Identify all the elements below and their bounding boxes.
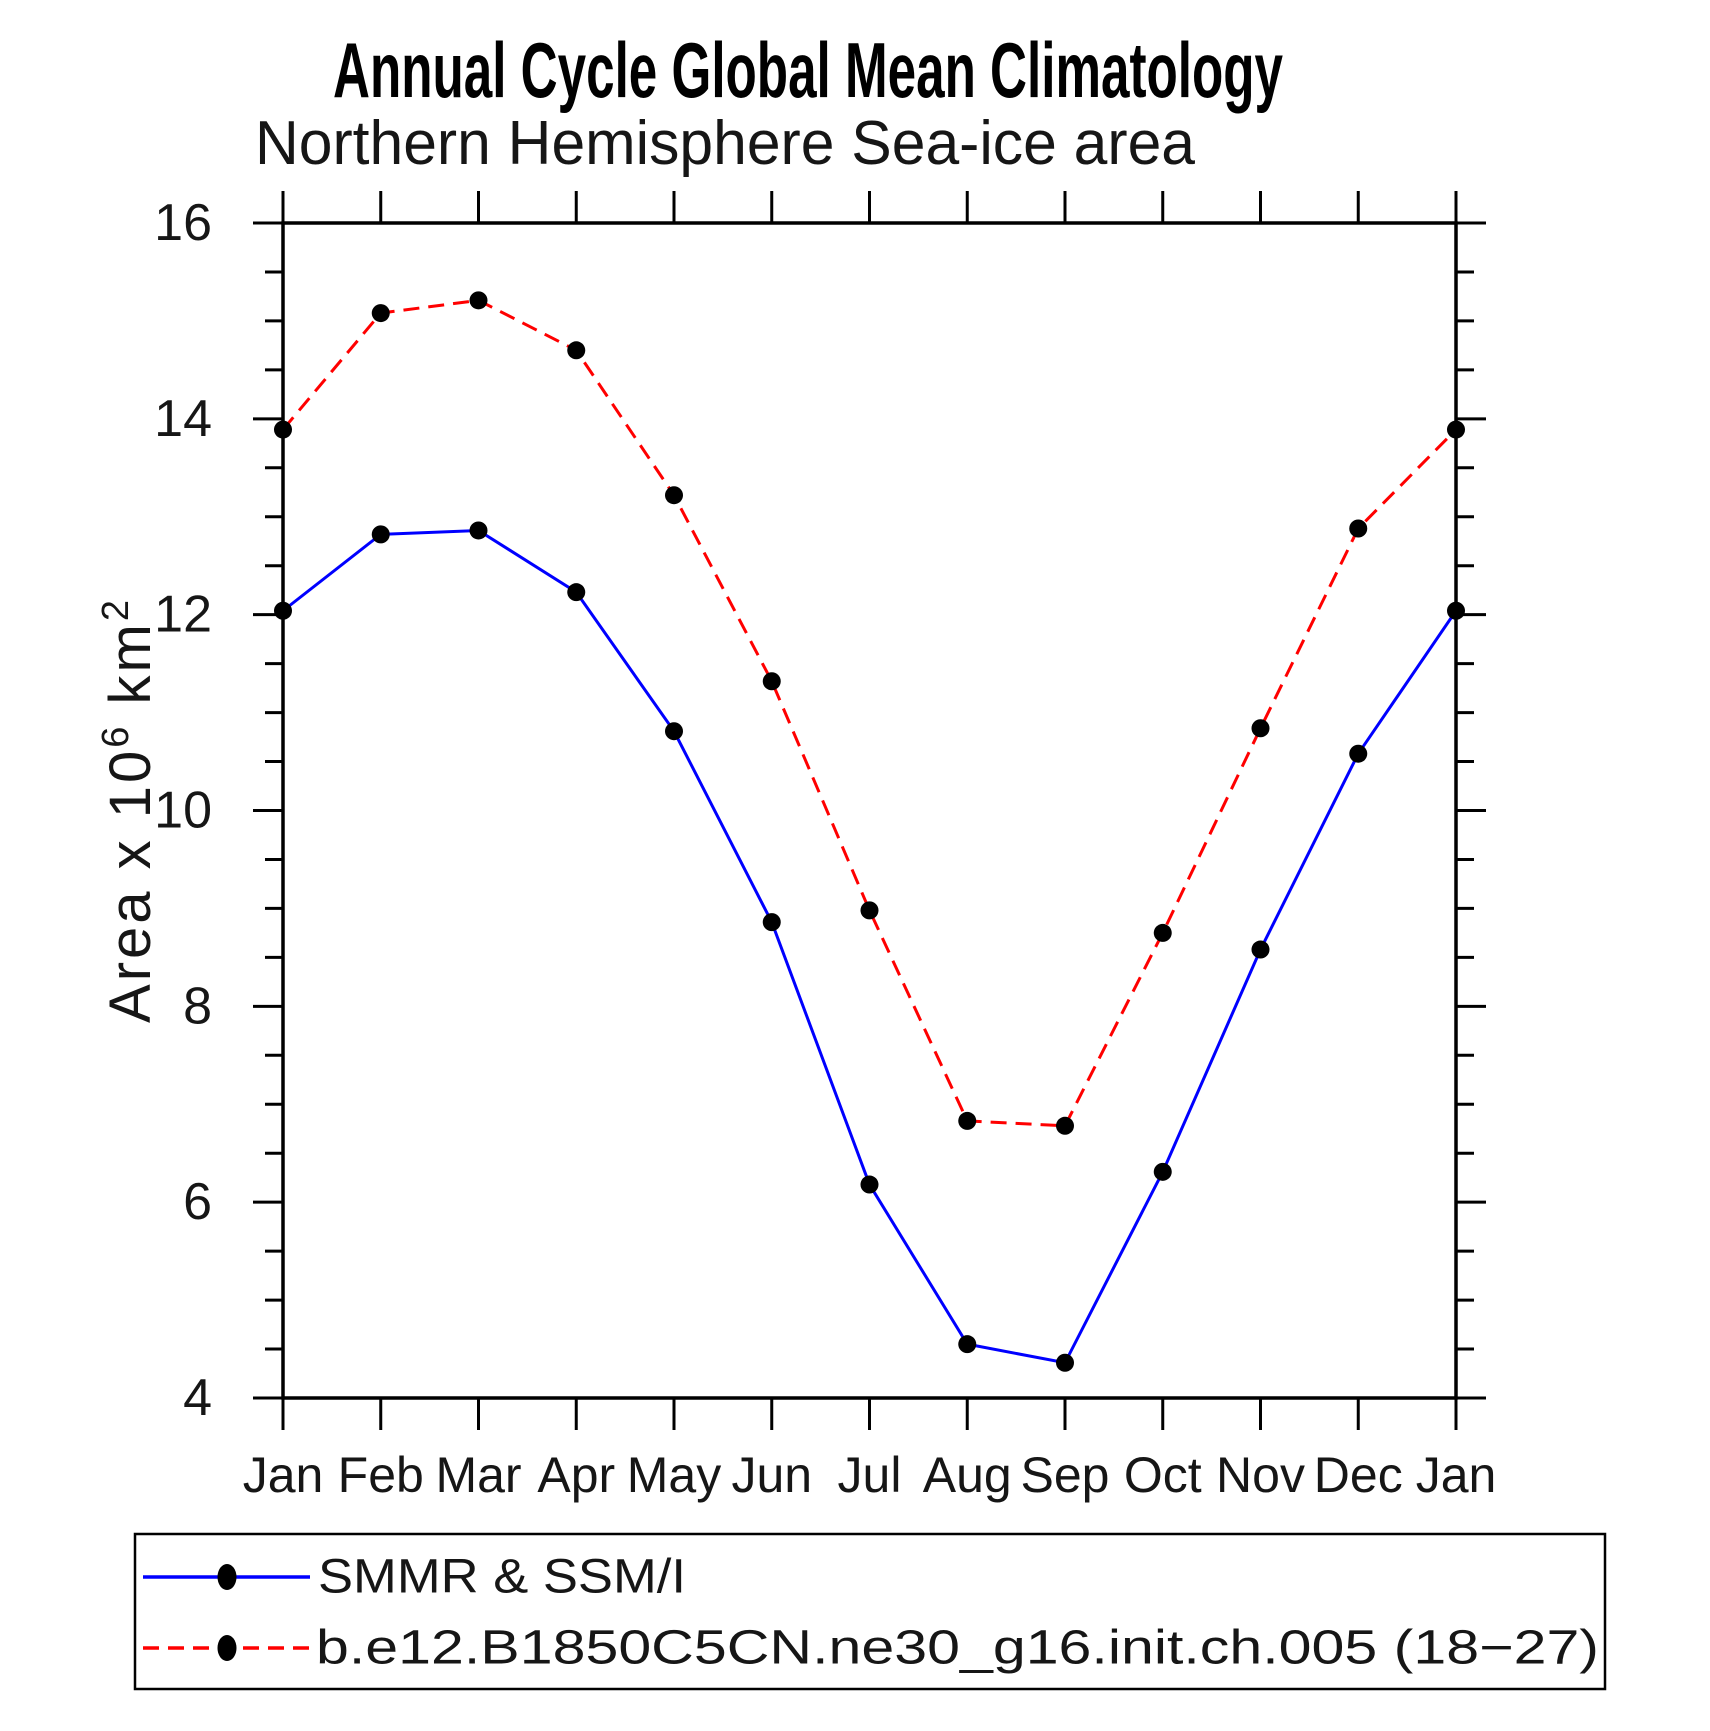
data-point-marker: [1349, 519, 1368, 538]
legend-marker: [217, 1564, 237, 1590]
legend-marker: [217, 1635, 237, 1661]
x-tick-label: Oct: [1124, 1447, 1202, 1503]
data-point-marker: [665, 722, 683, 741]
x-tick-label: Jan: [1416, 1447, 1497, 1503]
x-tick-label: Mar: [435, 1447, 521, 1503]
x-tick-label: Jan: [243, 1447, 324, 1503]
legend-box: [133, 1532, 1607, 1691]
data-point-marker: [762, 913, 781, 932]
data-point-marker: [665, 486, 683, 505]
plot-frame: [281, 221, 1458, 1400]
data-point-marker: [1251, 940, 1270, 959]
y-tick-label: 8: [183, 977, 212, 1035]
x-tick-label: Jun: [731, 1447, 812, 1503]
legend-item-observations-label: SMMR & SSM/I: [318, 1551, 686, 1604]
series-observations-line: [282, 528, 1458, 1365]
x-tick-label: Jul: [838, 1447, 902, 1503]
y-tick-label: 4: [183, 1369, 212, 1427]
y-axis-title: Area x 106 km2: [95, 597, 163, 1023]
y-tick-label: 16: [154, 194, 212, 252]
data-series: [274, 291, 1465, 1372]
chart-subtitle: Northern Hemisphere Sea-ice area: [255, 109, 1195, 178]
data-point-marker: [1056, 1116, 1074, 1135]
legend-samples: [143, 1564, 310, 1661]
data-point-marker: [469, 521, 488, 540]
chart-title: Annual Cycle Global Mean Climatology: [333, 26, 1283, 114]
legend-item-model-label: b.e12.B1850C5CN.ne30_g16.init.ch.005 (18…: [316, 1622, 1599, 1675]
data-point-marker: [860, 901, 879, 920]
data-point-marker: [1153, 923, 1172, 942]
y-tick-label: 14: [154, 390, 212, 448]
data-point-marker: [860, 1175, 879, 1194]
x-tick-label: Apr: [537, 1447, 615, 1503]
data-point-marker: [567, 583, 586, 602]
data-point-marker: [274, 420, 292, 439]
data-point-marker: [1447, 601, 1465, 620]
y-tick-label: 12: [154, 586, 212, 644]
y-tick-label: 6: [183, 1173, 212, 1231]
data-point-marker: [1349, 744, 1368, 763]
data-point-marker: [274, 601, 292, 620]
data-point-marker: [1056, 1353, 1074, 1372]
data-point-marker: [958, 1335, 977, 1354]
x-tick-label: Nov: [1216, 1447, 1305, 1503]
x-tick-label: Aug: [923, 1447, 1012, 1503]
data-point-marker: [371, 304, 390, 323]
x-tick-label: Sep: [1021, 1447, 1110, 1503]
data-point-marker: [469, 291, 488, 310]
data-point-marker: [958, 1111, 977, 1130]
series-model-line: [281, 298, 1458, 1128]
data-point-marker: [1153, 1162, 1172, 1181]
x-tick-label: Dec: [1314, 1447, 1403, 1503]
x-tick-label: May: [627, 1447, 721, 1503]
data-point-marker: [567, 341, 586, 360]
data-point-marker: [1447, 420, 1465, 439]
plot-axes: Jan Feb Mar Apr May Jun Jul Aug Sep Oct Nov Dec Jan1…: [154, 191, 1496, 1503]
data-point-marker: [762, 672, 781, 691]
x-tick-label: Feb: [338, 1447, 424, 1503]
data-point-marker: [371, 525, 390, 544]
data-point-marker: [1251, 719, 1270, 738]
legend: SMMR & SSM/I b.e12.B1850C5CN.ne30_g16.in…: [133, 1532, 1607, 1691]
y-tick-label: 10: [154, 782, 212, 840]
